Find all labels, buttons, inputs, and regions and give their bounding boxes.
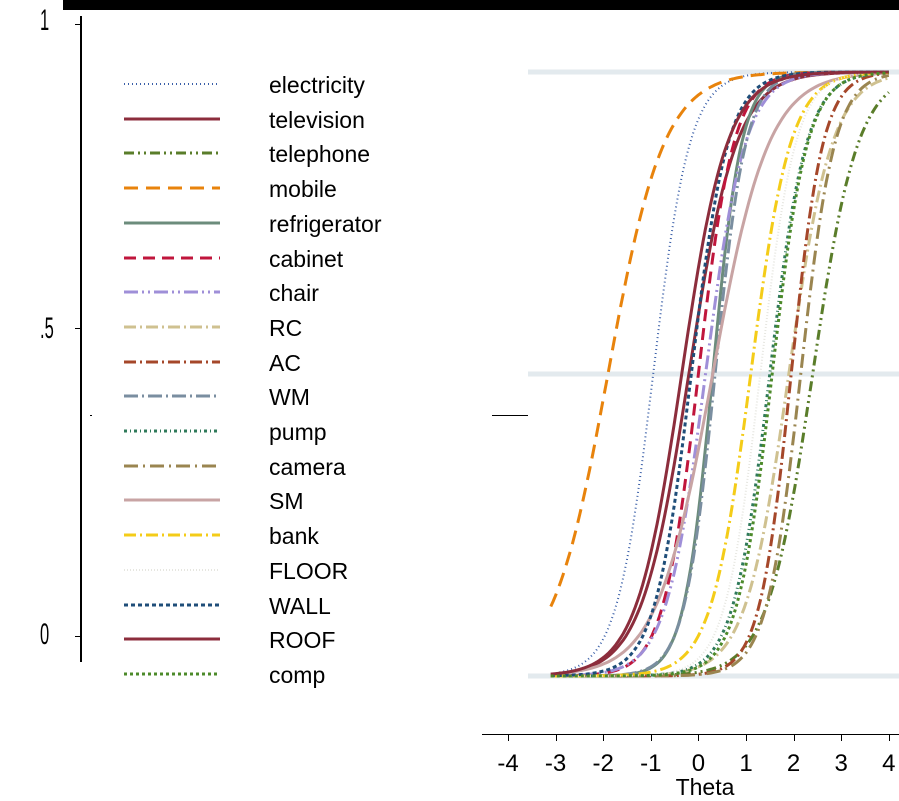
y-tick	[75, 636, 81, 637]
x-tick	[698, 734, 700, 741]
series-line-roof	[550, 70, 889, 676]
legend-item: telephone	[122, 137, 492, 167]
series-line-telephone	[550, 91, 890, 678]
x-tick-label: 0	[691, 750, 706, 777]
legend-swatch	[124, 394, 220, 398]
legend-swatch	[124, 325, 220, 329]
legend-item: chair	[122, 276, 492, 306]
legend-swatch	[124, 533, 220, 537]
legend-label: AC	[269, 349, 301, 376]
series-line-mobile	[549, 70, 889, 608]
legend-swatch	[124, 290, 220, 294]
legend-label: WM	[269, 384, 310, 411]
x-tick-label: -2	[592, 750, 614, 777]
legend-swatch	[124, 603, 220, 606]
legend-label: refrigerator	[269, 210, 382, 237]
series-line-comp	[550, 71, 889, 678]
series-line-electricity	[555, 71, 889, 675]
x-tick	[746, 734, 747, 741]
legend-label: electricity	[269, 72, 365, 98]
legend-label: bank	[269, 523, 319, 550]
legend-label: FLOOR	[269, 557, 349, 584]
legend-item: WM	[122, 380, 492, 410]
series-line-floor	[550, 71, 889, 677]
legend-swatch	[124, 429, 220, 433]
legend-item: cabinet	[122, 242, 492, 272]
x-axis-line	[482, 734, 899, 735]
x-tick	[888, 734, 890, 741]
legend-item: pump	[122, 415, 492, 445]
x-tick-label: -4	[497, 750, 519, 777]
top-border	[63, 0, 899, 10]
legend-item: electricity	[122, 68, 492, 98]
legend-swatch	[124, 464, 220, 468]
curves-svg	[528, 69, 899, 679]
x-tick	[841, 734, 843, 741]
legend-label: chair	[269, 280, 319, 307]
legend-swatch	[124, 568, 220, 571]
x-tick-label: 1	[739, 750, 753, 777]
x-tick-label: -1	[640, 750, 662, 777]
legend-swatch	[124, 83, 220, 85]
legend-label: television	[269, 106, 365, 133]
legend-swatch	[124, 672, 220, 676]
legend-label: WALL	[269, 592, 331, 619]
legend-swatch	[124, 256, 220, 259]
legend-swatch	[124, 360, 220, 364]
legend-item: SM	[122, 484, 492, 514]
x-axis-title: Theta	[675, 774, 735, 800]
legend-label: camera	[269, 453, 346, 480]
legend-label: comp	[269, 661, 326, 688]
legend-item: mobile	[122, 172, 492, 202]
x-tick-label: 3	[834, 750, 848, 777]
legend-label: telephone	[269, 141, 371, 168]
x-tick-label: -3	[544, 750, 567, 777]
legend-swatch	[124, 637, 220, 641]
x-tick	[555, 734, 557, 741]
y-tick-label: 0	[40, 618, 50, 651]
legend-swatch	[124, 117, 220, 121]
legend-item: ROOF	[122, 623, 492, 653]
legend-item: camera	[122, 450, 492, 480]
plot-area	[528, 38, 899, 690]
legend-item: AC	[122, 346, 492, 376]
legend-item: refrigerator	[122, 207, 492, 237]
legend-label: cabinet	[269, 245, 344, 272]
x-tick-label: 2	[786, 750, 801, 777]
legend-item: comp	[122, 658, 492, 688]
legend-item: bank	[122, 519, 492, 549]
legend-label: RC	[269, 314, 303, 341]
y-axis-line	[80, 16, 82, 662]
x-tick	[650, 734, 652, 741]
series-line-bank	[550, 71, 889, 678]
series-line-rc	[550, 76, 890, 678]
legend-swatch	[124, 221, 220, 225]
legend-item: WALL	[122, 589, 492, 619]
x-tick	[793, 734, 795, 741]
legend-swatch	[124, 498, 220, 502]
legend-swatch	[124, 186, 220, 190]
legend-label: SM	[269, 488, 304, 515]
y-tick	[75, 328, 81, 329]
legend-swatch	[124, 151, 220, 155]
legend-item: RC	[122, 311, 492, 341]
x-tick	[603, 734, 605, 741]
x-tick	[508, 734, 509, 741]
legend: electricity television telephone mobile refr…	[92, 58, 492, 718]
y-tick-label: 1	[40, 4, 50, 37]
legend-label: pump	[269, 419, 327, 445]
legend-label: ROOF	[269, 627, 336, 654]
y-tick-label: .5	[40, 312, 54, 345]
series-line-chair	[550, 70, 889, 678]
x-tick-label: 4	[882, 750, 896, 777]
legend-item: television	[122, 103, 492, 133]
legend-label: mobile	[269, 176, 337, 203]
y-tick	[75, 24, 81, 25]
legend-item: FLOOR	[122, 554, 492, 584]
